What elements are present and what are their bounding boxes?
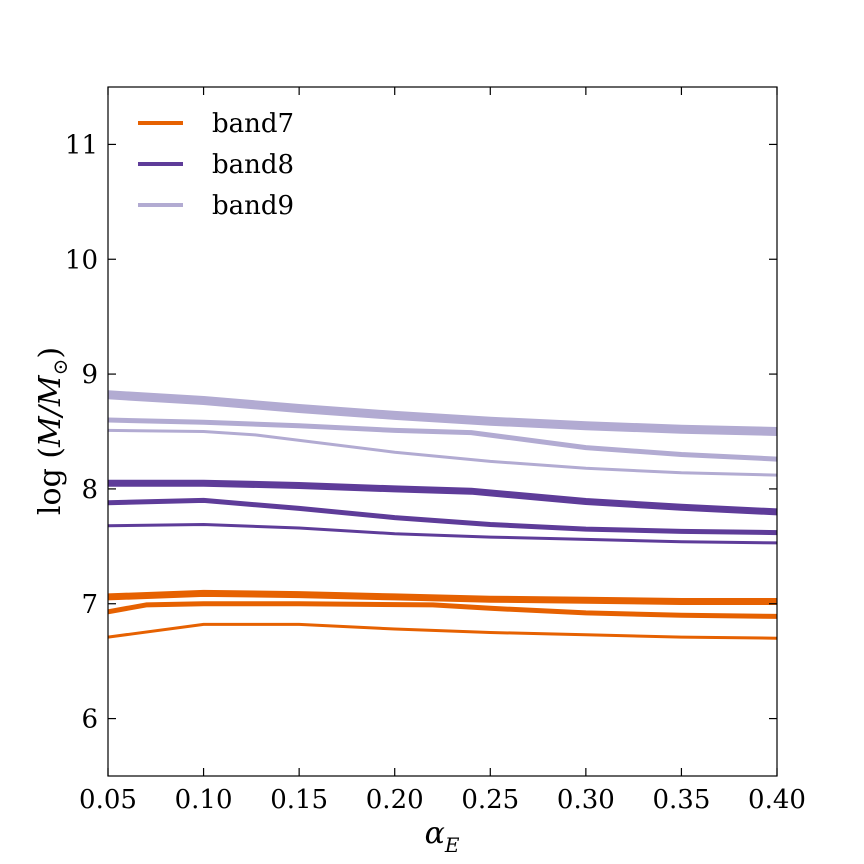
- y-tick-label: 11: [65, 130, 98, 160]
- x-tick-label: 0.05: [79, 785, 137, 815]
- x-axis-label-subscript: E: [444, 833, 460, 857]
- legend-label-band7: band7: [212, 109, 294, 139]
- series-line-band8-1: [108, 479, 778, 516]
- x-tick-label: 0.20: [366, 785, 424, 815]
- series-line-band8-2: [107, 497, 778, 536]
- legend-label-band9: band9: [212, 191, 294, 221]
- y-tick-label: 7: [81, 590, 98, 620]
- y-tick-label: 6: [81, 705, 98, 735]
- y-tick-label: 9: [81, 360, 98, 390]
- legend: band7 band8 band9: [138, 109, 294, 221]
- series-line-band7-2: [107, 601, 778, 619]
- y-axis-label-mass: M/M: [33, 374, 68, 448]
- series-line-band9-3: [107, 428, 778, 477]
- x-axis-ticks: 0.05 0.10 0.15 0.20 0.25 0.30 0.35 0.40: [79, 87, 806, 815]
- series-line-band9-1: [107, 390, 778, 436]
- y-axis-ticks: 6 7 8 9 10 11: [65, 130, 777, 735]
- x-tick-label: 0.35: [652, 785, 710, 815]
- plot-frame: [107, 86, 778, 777]
- x-tick-label: 0.10: [175, 785, 233, 815]
- series-line-band7-1: [107, 589, 777, 605]
- y-tick-label: 10: [65, 245, 98, 275]
- x-axis-label-symbol: α: [425, 816, 445, 851]
- plot-lines: [107, 390, 778, 640]
- y-axis-label-subscript: ⊙: [48, 359, 72, 376]
- legend-label-band8: band8: [212, 150, 294, 180]
- x-tick-label: 0.40: [748, 785, 806, 815]
- x-tick-label: 0.15: [270, 785, 328, 815]
- y-axis-label: log (M/M⊙): [33, 347, 72, 515]
- y-axis-label-log: log (: [33, 447, 68, 515]
- series-line-band8-3: [107, 523, 778, 545]
- series-line-band7-3: [107, 622, 778, 640]
- x-axis-label: αE: [425, 816, 460, 857]
- series-line-band9-2: [107, 417, 778, 462]
- y-axis-label-close: ): [33, 347, 68, 359]
- y-tick-label: 8: [81, 475, 98, 505]
- x-tick-label: 0.25: [461, 785, 519, 815]
- x-tick-label: 0.30: [557, 785, 615, 815]
